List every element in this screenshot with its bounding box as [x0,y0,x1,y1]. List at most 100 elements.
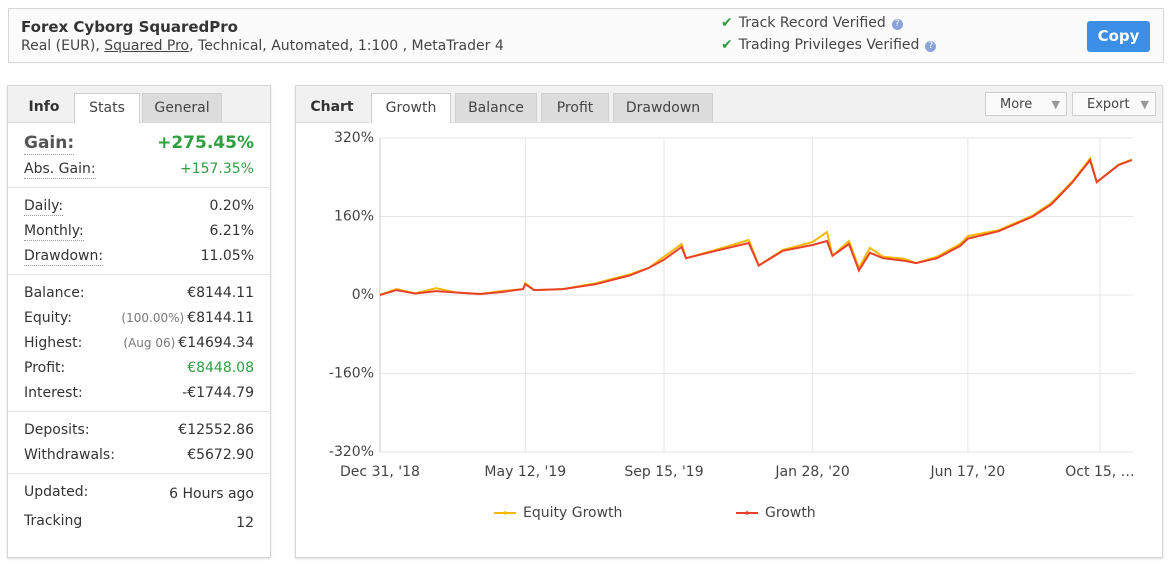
stat-value: (100.00%) €8144.11 [121,306,254,331]
legend-label: Growth [765,505,816,521]
copy-button[interactable]: Copy [1087,21,1150,52]
export-button[interactable]: Export ▼ [1072,92,1156,116]
stat-label: Highest: [24,335,83,351]
stat-value: €5672.90 [187,443,254,468]
stat-label: Withdrawals: [24,447,115,463]
stat-value: (Aug 06) €14694.34 [123,331,254,356]
x-tick-label: Dec 31, '18 [340,464,420,480]
stats-group: Balance: €8144.11 Equity: (100.00%) €8144.11… [8,275,270,412]
stat-value-text: €14694.34 [178,335,254,351]
stat-value-text: 6.21% [209,223,254,239]
stat-value: 6.21% [210,219,254,244]
stat-label: Abs. Gain: [24,161,96,179]
chart: 320% 160% 0% -160% -320% Dec 31, '18 May 12, '… [329,130,1135,521]
tab[interactable]: Info [28,99,60,115]
legend-swatch-dot [745,511,749,515]
y-tick-label: -320% [329,444,374,460]
subtitle-text: Real (EUR), [21,38,100,54]
stat-label: Deposits: [24,422,90,438]
stat-row: Interest: -€1744.79 [24,381,254,406]
stat-value-text: €12552.86 [178,422,254,438]
stat-row: Tracking 12 [24,509,254,538]
stat-label: Interest: [24,385,83,401]
stat-label: Profit: [24,360,66,376]
tab[interactable]: Profit [541,93,609,122]
button-label: Export [1087,97,1130,112]
stat-value-text: 0.20% [209,198,254,214]
header: Forex Cyborg SquaredPro Real (EUR), Squa… [8,8,1164,63]
tab[interactable]: Growth [371,93,451,123]
stat-row: Deposits: €12552.86 [24,418,254,443]
stat-value-text: 6 Hours ago [169,486,254,502]
stat-value: 12 [236,509,254,538]
tab[interactable]: Stats [74,93,140,123]
subtitle-text: , Technical, Automated, 1:100 , MetaTrad… [189,38,504,54]
stat-row: Abs. Gain: +157.35% [24,157,254,182]
stat-value: 0.20% [210,194,254,219]
info-panel: Info Stats General Gain: +275.45% Abs. Gai… [7,85,271,558]
stat-row: Gain: +275.45% [24,129,254,157]
x-tick-label: Oct 15, … [1065,464,1134,480]
y-tick-label: 160% [334,209,374,225]
stats-group: Gain: +275.45% Abs. Gain: +157.35% [8,123,270,188]
stat-value-text: €8144.11 [187,310,254,326]
stat-value: 6 Hours ago [169,480,254,509]
growth-line [379,157,1133,296]
verified-item: ✔ Track Record Verified? [721,15,903,31]
tab[interactable]: Drawdown [613,93,713,122]
x-tick-label: May 12, '19 [484,464,566,480]
stat-label: Daily: [24,198,64,216]
system-subtitle: Real (EUR), Squared Pro, Technical, Auto… [21,38,504,54]
system-title: Forex Cyborg SquaredPro [21,18,238,36]
stat-row: Daily: 0.20% [24,194,254,219]
info-tabs: Info Stats General [8,86,270,123]
subtitle-link[interactable]: Squared Pro [104,38,190,54]
stat-label: Drawdown: [24,248,104,266]
y-tick-label: 0% [352,287,374,303]
stat-row: Profit: €8448.08 [24,356,254,381]
stat-value-text: €8448.08 [187,360,254,376]
stat-row: Monthly: 6.21% [24,219,254,244]
button-label: More [1000,97,1033,112]
tab[interactable]: Balance [455,93,537,122]
stat-value: €12552.86 [178,418,254,443]
stat-value-text: €5672.90 [187,447,254,463]
stat-value-text: €8144.11 [187,285,254,301]
stat-note: (Aug 06) [123,336,176,350]
verified-item: ✔ Trading Privileges Verified? [721,37,937,53]
stat-note: (100.00%) [121,311,185,325]
stat-row: Balance: €8144.11 [24,281,254,306]
x-tick-label: Sep 15, '19 [624,464,703,480]
stat-row: Drawdown: 11.05% [24,244,254,269]
stat-label: Equity: [24,310,72,326]
stat-row: Updated: 6 Hours ago [24,480,254,509]
x-tick-label: Jan 28, '20 [774,464,849,480]
stat-value: +157.35% [180,157,254,182]
stats-group: Updated: 6 Hours ago Tracking 12 [8,474,270,543]
stat-value: 11.05% [201,244,254,269]
stat-value-text: +275.45% [157,133,254,153]
stat-value: €8144.11 [187,281,254,306]
tab[interactable]: General [142,93,222,122]
verified-text: Trading Privileges Verified [738,37,920,53]
stat-value: €8448.08 [187,356,254,381]
verified-text: Track Record Verified [738,15,886,31]
chart-tabs: Chart Growth Balance Profit Drawdown Mor… [296,86,1162,123]
chart-panel: Chart Growth Balance Profit Drawdown Mor… [295,85,1163,558]
more-button[interactable]: More ▼ [985,92,1067,116]
legend-label: Equity Growth [523,505,622,521]
tab: Chart [310,99,354,115]
stat-row: Equity: (100.00%) €8144.11 [24,306,254,331]
stat-label: Updated: [24,484,89,500]
stat-row: Highest: (Aug 06) €14694.34 [24,331,254,356]
stat-label: Balance: [24,285,85,301]
stat-label: Monthly: [24,223,84,241]
stats-list: Gain: +275.45% Abs. Gain: +157.35% Daily: 0.2… [8,123,270,543]
stat-value: +275.45% [157,129,254,157]
stats-group: Daily: 0.20% Monthly: 6.21% Drawdown: 11.05% [8,188,270,275]
y-tick-label: 320% [334,130,374,146]
stat-row: Withdrawals: €5672.90 [24,443,254,468]
x-tick-label: Jun 17, '20 [930,464,1006,480]
y-tick-label: -160% [329,366,374,382]
